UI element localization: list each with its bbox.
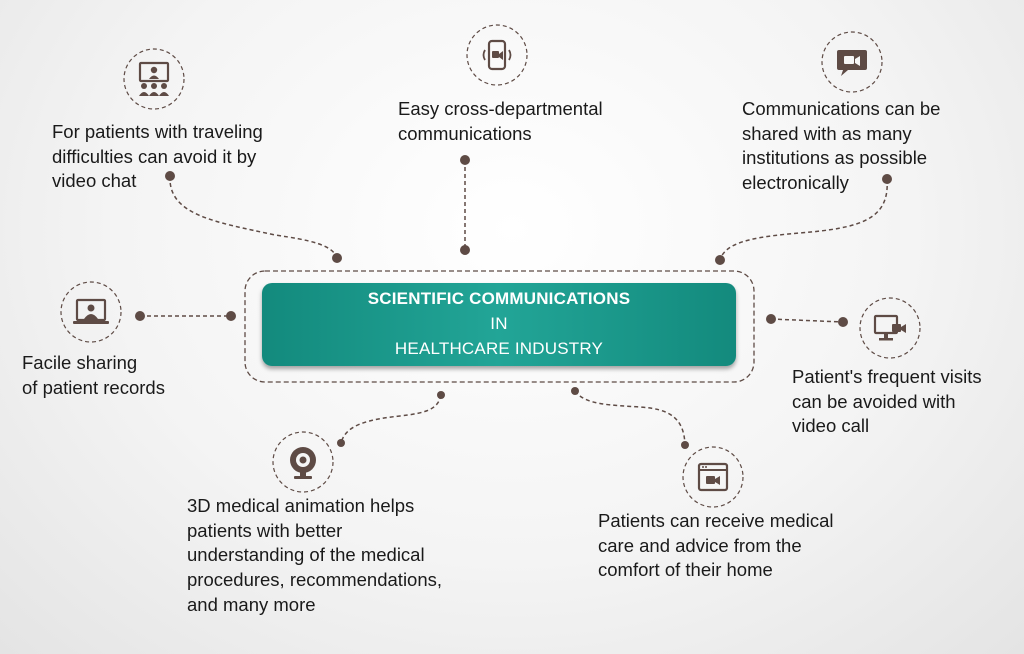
desktop-video-icon <box>873 314 906 341</box>
connector-dots <box>135 155 892 449</box>
connector-dot <box>882 174 892 184</box>
text-line: and many more <box>187 593 316 615</box>
node-3d-animation-text: 3D medical animation helps patients with… <box>187 494 442 618</box>
connector-dot <box>838 317 848 327</box>
center-title-line-1: SCIENTIFIC COMMUNICATIONS <box>367 289 631 308</box>
center-title-line-3: HEALTHCARE INDUSTRY <box>394 339 604 358</box>
connector-dot <box>337 439 345 447</box>
video-chat-bubble-icon <box>837 50 867 76</box>
text-line: institutions as possible <box>742 147 928 169</box>
webcam-icon <box>290 447 316 479</box>
text-line: of patient records <box>22 376 165 398</box>
text-line: shared with as many <box>742 122 912 144</box>
connector-dot <box>571 387 579 395</box>
center-frame <box>244 270 755 383</box>
icon-ring <box>123 48 185 110</box>
text-line: For patients with traveling <box>52 121 263 142</box>
text-line: can be avoided with <box>792 390 956 412</box>
node-frequent-visits-text: Patient's frequent visits can be avoided… <box>792 365 982 439</box>
text-line: Patient's frequent visits <box>792 366 982 387</box>
connector-dot <box>332 253 342 263</box>
text-line: difficulties can avoid it by <box>52 145 257 167</box>
icon-ring <box>466 24 528 86</box>
text-line: care and advice from the <box>598 534 802 556</box>
connector-dot <box>165 171 175 181</box>
connector-dot <box>715 255 725 265</box>
connector-dot <box>460 245 470 255</box>
connector-video-chat <box>169 175 338 259</box>
node-home-care-text: Patients can receive medical care and ad… <box>598 509 833 583</box>
mobile-video-call-icon <box>482 39 512 71</box>
node-institutions-text: Communications can be shared with as man… <box>742 97 940 196</box>
text-line: patients with better <box>187 519 343 541</box>
connector-3d-animation <box>340 394 442 444</box>
connector-frequent-visits <box>770 318 844 323</box>
text-line: procedures, recommendations, <box>187 569 443 591</box>
icon-ring <box>859 297 921 359</box>
text-line: Easy cross-departmental <box>398 98 603 119</box>
connector-institutions <box>719 178 888 261</box>
node-patient-records-text: Facile sharing of patient records <box>22 351 165 400</box>
text-line: understanding of the medical <box>187 544 425 566</box>
node-cross-department-text: Easy cross-departmental communications <box>398 97 603 146</box>
connector-dot <box>437 391 445 399</box>
connector-dot <box>135 311 145 321</box>
center-title-box: SCIENTIFIC COMMUNICATIONS IN HEALTHCARE … <box>262 283 736 366</box>
text-line: video call <box>792 415 870 437</box>
text-line: communications <box>398 122 532 144</box>
text-line: comfort of their home <box>598 559 773 581</box>
connector-dot <box>766 314 776 324</box>
text-line: video chat <box>52 170 137 192</box>
text-line: 3D medical animation helps <box>187 495 415 516</box>
icon-ring <box>60 281 122 343</box>
connector-dot <box>681 441 689 449</box>
center-title-line-2: IN <box>490 314 508 333</box>
icon-ring <box>272 431 334 493</box>
connector-dot <box>226 311 236 321</box>
node-video-chat-text: For patients with traveling difficulties… <box>52 120 263 194</box>
laptop-user-icon <box>73 298 109 324</box>
connector-home-care <box>574 390 686 446</box>
text-line: electronically <box>742 172 849 194</box>
text-line: Facile sharing <box>22 352 138 373</box>
text-line: Communications can be <box>742 98 941 119</box>
video-conference-icon <box>138 61 170 96</box>
connector-dot <box>460 155 470 165</box>
icon-ring <box>682 446 744 508</box>
text-line: Patients can receive medical <box>598 510 834 531</box>
browser-video-icon <box>697 462 729 492</box>
icon-ring <box>821 31 883 93</box>
